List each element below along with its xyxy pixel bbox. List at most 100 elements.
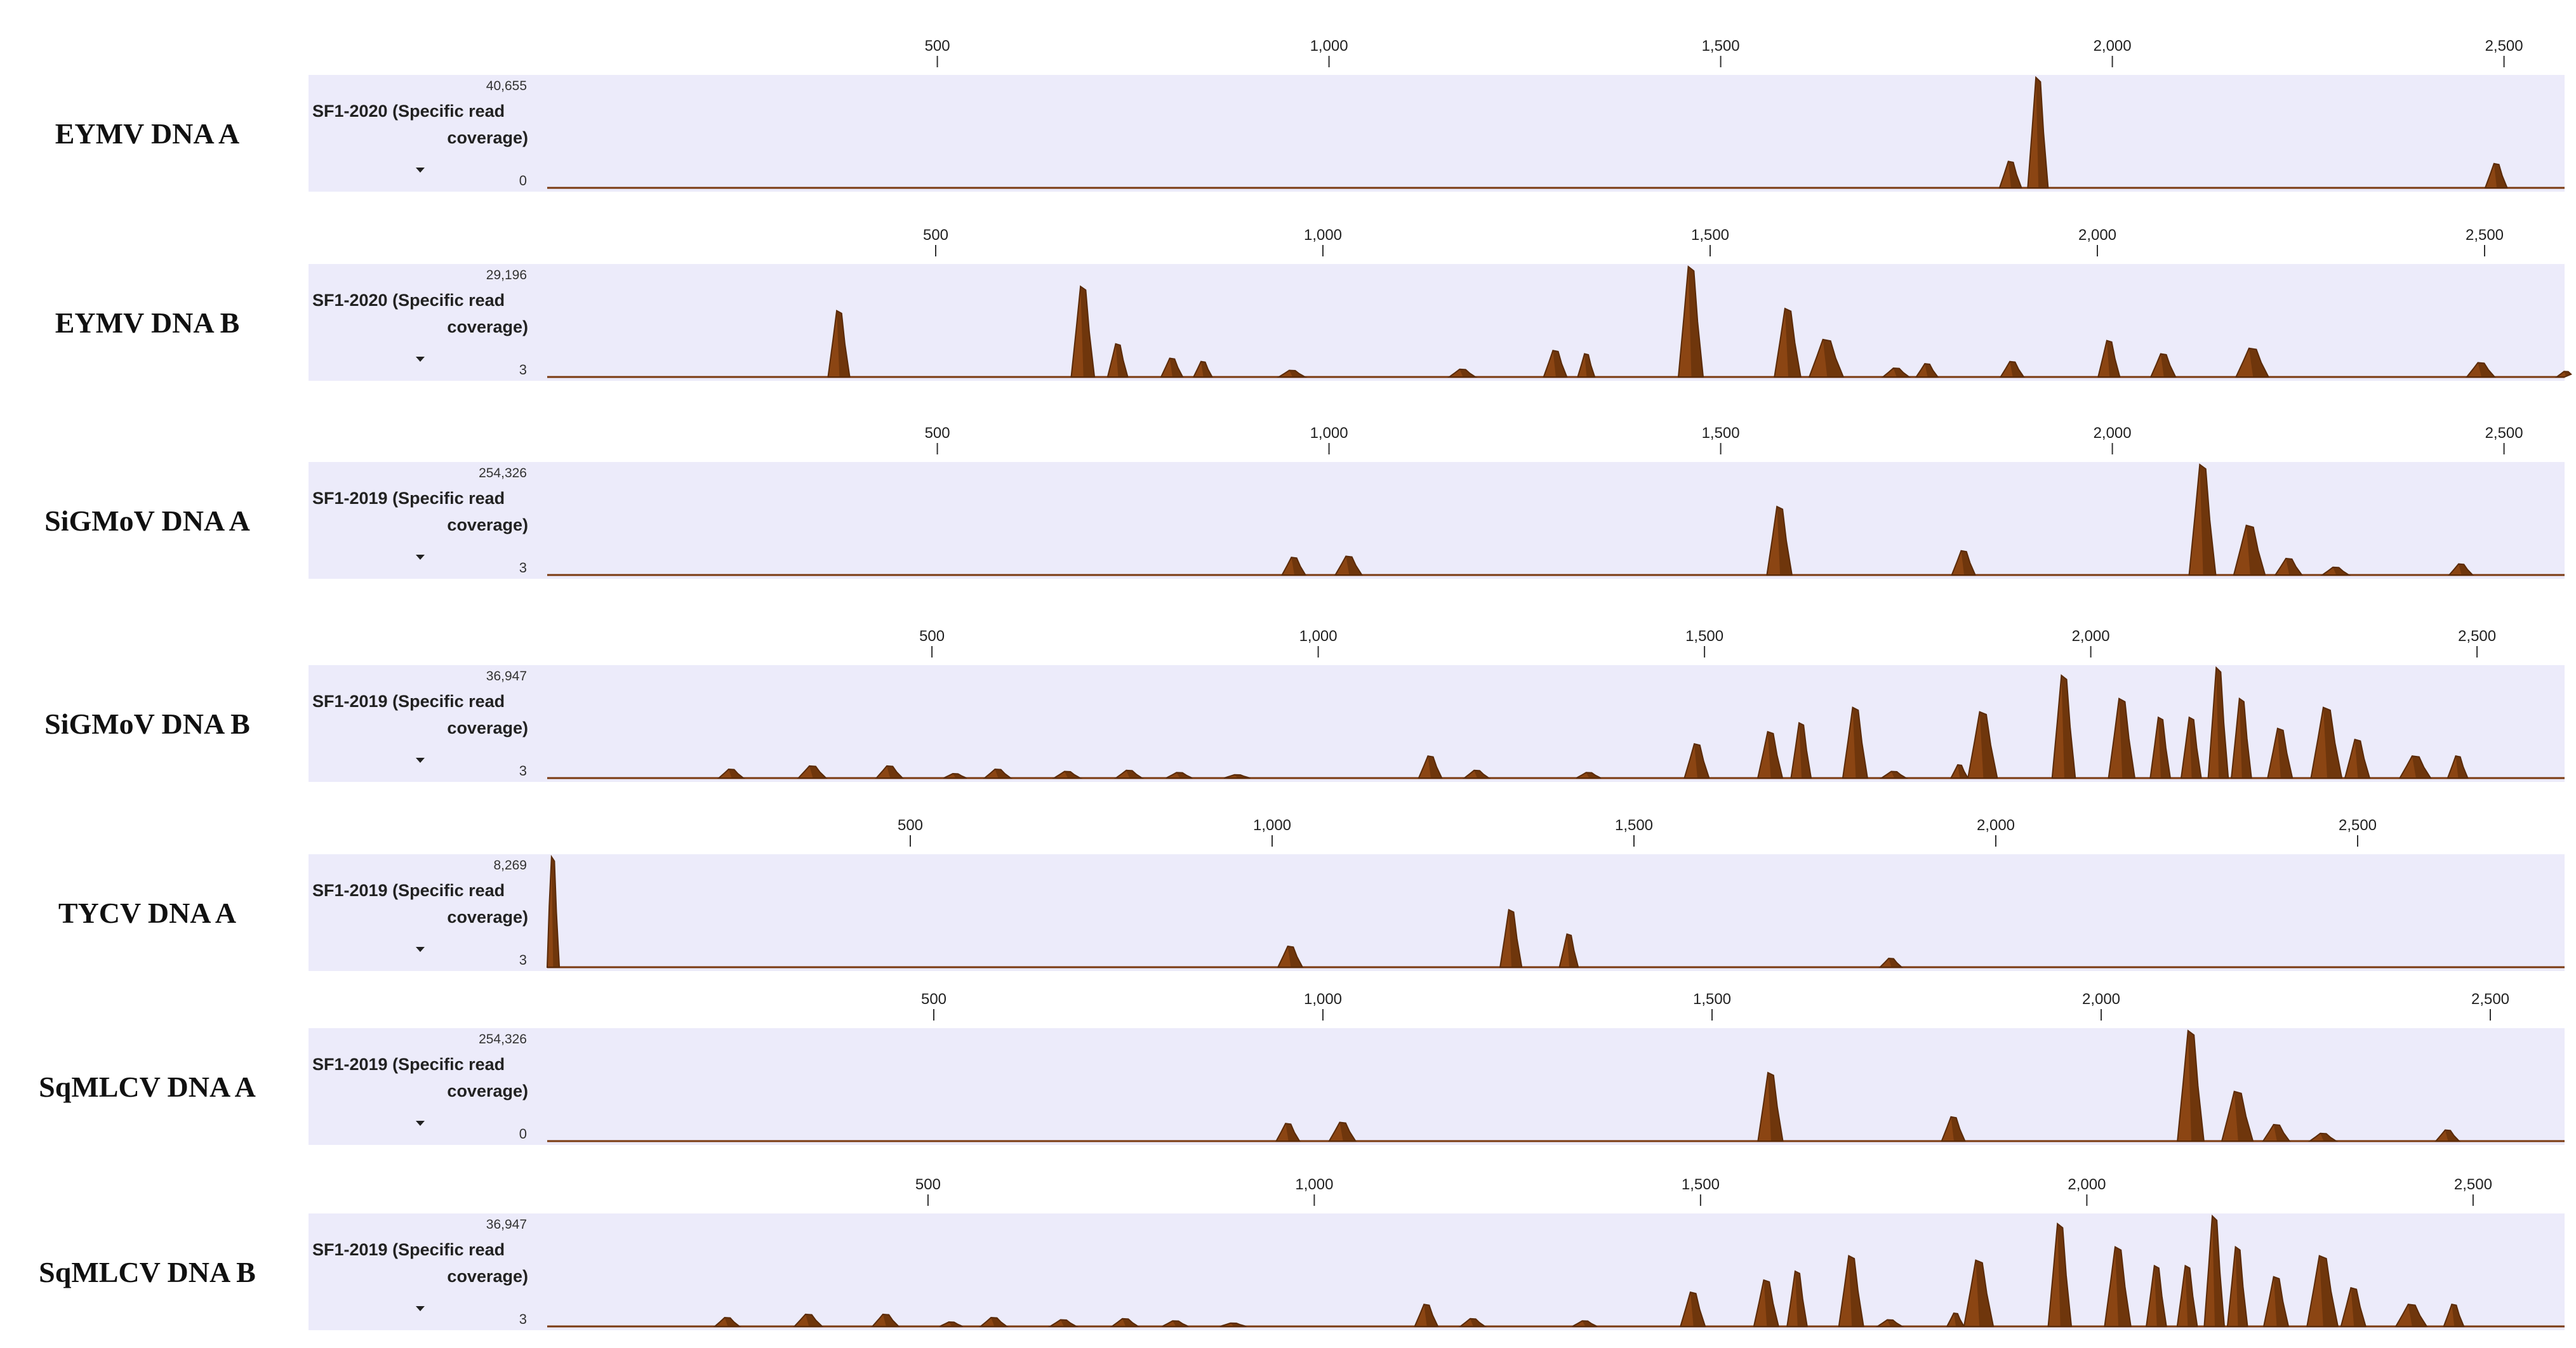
coverage-peak-shade xyxy=(1339,1122,1356,1141)
coverage-peak-shade xyxy=(1953,1313,1964,1326)
coverage-peak-shade xyxy=(2452,1304,2464,1326)
coverage-peak-shade xyxy=(1768,1073,1783,1141)
coverage-peak-shade xyxy=(1852,707,1868,778)
coverage-peak-shade xyxy=(1289,370,1305,377)
x-tick-label: 2,500 xyxy=(2485,37,2523,55)
x-tick-label: 1,000 xyxy=(1304,227,1342,244)
coverage-peak-shade xyxy=(1887,1319,1902,1326)
coverage-peak-shade xyxy=(1849,1255,1864,1326)
coverage-peak-shade xyxy=(1291,557,1306,575)
x-tick-label: 1,500 xyxy=(1615,817,1653,834)
x-tick-label: 500 xyxy=(915,1176,941,1193)
coverage-peak-shade xyxy=(2216,668,2229,778)
coverage-peak-shade xyxy=(2273,1276,2289,1326)
x-tick-label: 1,500 xyxy=(1685,628,1723,645)
x-tick-label: 1,000 xyxy=(1299,628,1338,645)
coverage-peak-shade xyxy=(1891,771,1906,778)
coverage-peak-shade xyxy=(2106,340,2120,377)
coverage-peak-shade xyxy=(948,1322,963,1326)
coverage-peak-shade xyxy=(1553,350,1567,377)
coverage-peak-shade xyxy=(1958,765,1969,778)
coverage-peak-shade xyxy=(1126,770,1143,778)
coverage-peak-shade xyxy=(1822,339,1843,377)
coverage-peak-shade xyxy=(1346,556,1362,575)
coverage-peak-shade xyxy=(2408,1304,2427,1326)
coverage-peak-shade xyxy=(1474,770,1489,778)
coverage-peak-shade xyxy=(2200,465,2216,575)
track-name: SF1-2019 (Specific read xyxy=(312,1055,505,1074)
coverage-peak-shade xyxy=(2286,558,2302,575)
track-1: EYMV DNA A 500 1,000 1,500 2,000 2,500 40,655 S… xyxy=(55,37,2565,192)
x-tick-label: 1,500 xyxy=(1702,37,1740,55)
y-min-label: 0 xyxy=(519,173,527,188)
coverage-peak-shade xyxy=(952,774,967,778)
x-tick-label: 2,500 xyxy=(2485,425,2523,442)
coverage-peak-shade xyxy=(2445,1130,2459,1141)
x-tick-label: 2,000 xyxy=(1977,817,2015,834)
coverage-peak-shade xyxy=(2478,362,2495,377)
coverage-peak-shade xyxy=(2061,675,2076,778)
coverage-peak-shade xyxy=(1925,364,1938,377)
track-name: SF1-2019 (Specific read xyxy=(312,881,505,900)
y-max-label: 36,947 xyxy=(486,1217,527,1232)
coverage-peak-shade xyxy=(2036,77,2048,188)
x-tick-label: 2,500 xyxy=(2458,628,2496,645)
y-min-label: 3 xyxy=(519,952,527,968)
x-tick-label: 2,000 xyxy=(2072,628,2110,645)
track-5: TYCV DNA A 500 1,000 1,500 2,000 2,500 8,269 SF… xyxy=(58,817,2565,971)
track-panel xyxy=(309,75,2565,192)
coverage-peak-shade xyxy=(1688,267,1704,377)
row-label: SqMLCV DNA B xyxy=(39,1256,256,1288)
coverage-peak-shade xyxy=(2008,161,2022,188)
coverage-peak-shade xyxy=(837,310,850,377)
coverage-peak-shade xyxy=(2455,756,2468,778)
coverage-peak-shade xyxy=(1122,1318,1138,1326)
track-dropdown-caret xyxy=(416,357,425,362)
x-tick-label: 500 xyxy=(921,991,946,1008)
coverage-peak-shade xyxy=(1767,731,1783,778)
track-subtitle: coverage) xyxy=(447,908,528,927)
coverage-peak-shade xyxy=(2235,1246,2248,1326)
track-name: SF1-2019 (Specific read xyxy=(312,1240,505,1259)
coverage-peak-shade xyxy=(995,769,1011,778)
y-max-label: 254,326 xyxy=(479,1032,527,1047)
coverage-peak-shade xyxy=(2319,1255,2338,1326)
coverage-peak-shade xyxy=(2493,163,2507,188)
track-name: SF1-2019 (Specific read xyxy=(312,489,505,508)
coverage-peak-shade xyxy=(1961,550,1975,575)
coverage-peak-shade xyxy=(1470,1318,1485,1326)
coverage-peak-shade xyxy=(1799,723,1812,778)
x-tick-label: 1,000 xyxy=(1295,1176,1333,1193)
coverage-peak-shade xyxy=(2412,756,2431,778)
coverage-peak-shade xyxy=(1979,711,1998,778)
coverage-peak-shade xyxy=(882,1314,899,1326)
row-label: SiGMoV DNA B xyxy=(44,708,250,740)
coverage-peak-shade xyxy=(887,765,903,778)
coverage-peak-shade xyxy=(2057,1224,2072,1326)
coverage-peak-shade xyxy=(551,857,560,967)
coverage-peak-shade xyxy=(809,765,827,778)
row-label: TYCV DNA A xyxy=(58,897,236,929)
coverage-peak-shade xyxy=(1459,369,1476,377)
coverage-peak-shade xyxy=(1064,771,1080,778)
y-min-label: 3 xyxy=(519,560,527,576)
x-tick-label: 2,000 xyxy=(2094,37,2132,55)
coverage-peak-shade xyxy=(2354,739,2370,778)
y-min-label: 3 xyxy=(519,763,527,779)
coverage-peak-shade xyxy=(1060,1319,1077,1326)
row-label: SqMLCV DNA A xyxy=(39,1071,256,1103)
y-max-label: 36,947 xyxy=(486,669,527,684)
y-max-label: 8,269 xyxy=(493,858,527,873)
coverage-peak-shade xyxy=(2189,717,2201,778)
coverage-peak-shade xyxy=(2351,1288,2366,1326)
x-tick-label: 2,500 xyxy=(2454,1176,2492,1193)
track-dropdown-caret xyxy=(416,1306,425,1311)
coverage-peak-shade xyxy=(2246,525,2266,575)
row-label: EYMV DNA B xyxy=(55,307,240,339)
track-panel xyxy=(309,264,2565,381)
x-tick-label: 500 xyxy=(923,227,948,244)
track-panel xyxy=(309,462,2565,579)
track-dropdown-caret xyxy=(416,947,425,952)
x-tick-label: 2,500 xyxy=(2471,991,2509,1008)
